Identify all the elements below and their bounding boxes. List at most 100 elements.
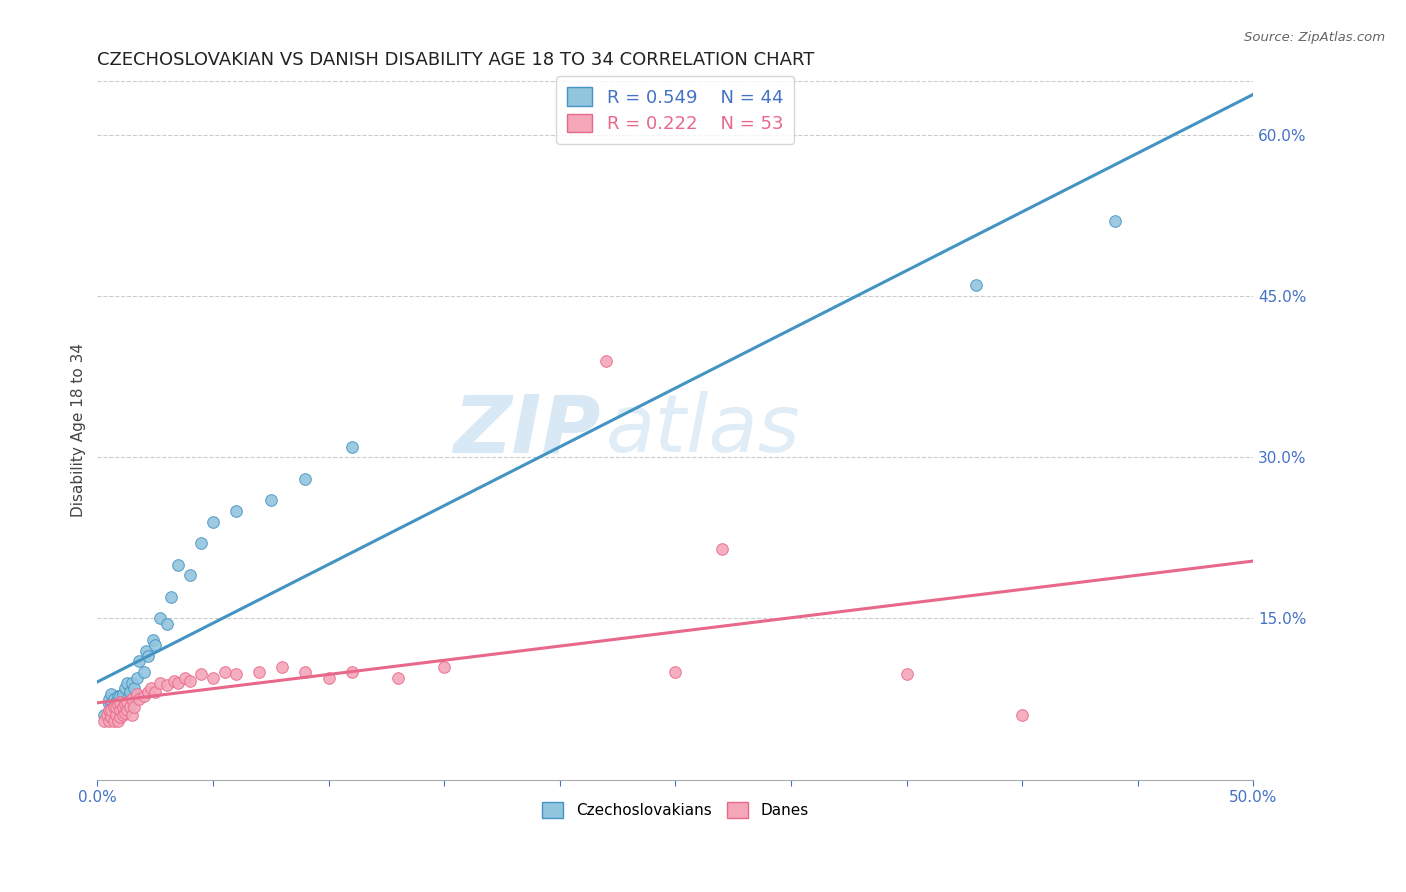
Point (103, 714, 125, 728)
Point (118, 699, 141, 714)
Point (96, 708, 118, 723)
Point (160, 590, 183, 604)
Point (97, 714, 120, 728)
Point (294, 665, 316, 680)
Point (149, 611, 172, 625)
Point (294, 472, 316, 486)
Point (201, 671, 224, 685)
Point (100, 703, 122, 717)
Point (107, 698, 129, 712)
Point (156, 678, 179, 692)
Point (201, 515, 224, 529)
Point (93, 708, 115, 723)
Point (214, 665, 236, 680)
Point (107, 689, 129, 703)
Point (114, 698, 136, 712)
Point (121, 695, 143, 709)
Point (595, 353, 617, 368)
Point (163, 673, 186, 688)
Point (121, 676, 143, 690)
Text: atlas: atlas (606, 392, 800, 469)
Point (1011, 708, 1033, 723)
Point (190, 667, 212, 681)
Point (114, 681, 136, 696)
Point (97, 692, 120, 706)
Text: CZECHOSLOVAKIAN VS DANISH DISABILITY AGE 18 TO 34 CORRELATION CHART: CZECHOSLOVAKIAN VS DANISH DISABILITY AGE… (97, 51, 814, 69)
Point (136, 684, 159, 698)
Point (103, 699, 125, 714)
Point (132, 689, 155, 703)
Point (167, 676, 190, 690)
Point (139, 681, 162, 696)
Point (124, 699, 146, 714)
Point (142, 632, 165, 647)
Point (100, 703, 122, 717)
Point (117, 703, 139, 717)
Point (143, 684, 166, 698)
Point (179, 568, 201, 582)
Point (1104, 214, 1126, 228)
Point (965, 278, 987, 293)
Point (225, 504, 247, 518)
Point (340, 665, 363, 680)
Point (124, 681, 146, 696)
Point (110, 708, 132, 723)
Point (117, 676, 139, 690)
Point (896, 667, 918, 681)
Point (387, 671, 409, 685)
Point (167, 558, 190, 572)
Point (125, 671, 148, 685)
Point (104, 708, 127, 723)
Point (179, 673, 201, 688)
Point (100, 687, 122, 701)
Point (247, 665, 270, 680)
Point (97, 698, 120, 712)
Point (143, 638, 166, 652)
Point (318, 671, 340, 685)
Point (225, 667, 247, 681)
Point (135, 643, 157, 657)
Y-axis label: Disability Age 18 to 34: Disability Age 18 to 34 (72, 343, 86, 517)
Point (340, 440, 363, 454)
Point (107, 703, 129, 717)
Point (110, 695, 132, 709)
Point (132, 665, 155, 680)
Text: Source: ZipAtlas.com: Source: ZipAtlas.com (1244, 31, 1385, 45)
Point (128, 655, 150, 669)
Point (128, 692, 150, 706)
Point (100, 710, 122, 724)
Point (271, 660, 294, 674)
Point (111, 699, 134, 714)
Point (125, 687, 148, 701)
Point (121, 708, 143, 723)
Point (156, 616, 179, 631)
Point (114, 706, 136, 720)
Point (121, 692, 143, 706)
Point (111, 687, 134, 701)
Point (117, 695, 139, 709)
Point (433, 660, 456, 674)
Point (118, 684, 141, 698)
Point (111, 708, 134, 723)
Point (111, 699, 134, 714)
Point (103, 692, 125, 706)
Point (190, 536, 212, 550)
Point (103, 699, 125, 714)
Point (97, 703, 120, 717)
Point (710, 541, 733, 556)
Point (104, 708, 127, 723)
Point (136, 649, 159, 664)
Point (107, 714, 129, 728)
Point (104, 699, 127, 714)
Point (260, 493, 283, 508)
Point (110, 710, 132, 724)
Point (117, 692, 139, 706)
Point (110, 689, 132, 703)
Point (104, 695, 127, 709)
Point (110, 698, 132, 712)
Legend: Czechoslovakians, Danes: Czechoslovakians, Danes (536, 797, 814, 824)
Point (114, 695, 136, 709)
Point (93, 714, 115, 728)
Point (110, 703, 132, 717)
Point (174, 671, 197, 685)
